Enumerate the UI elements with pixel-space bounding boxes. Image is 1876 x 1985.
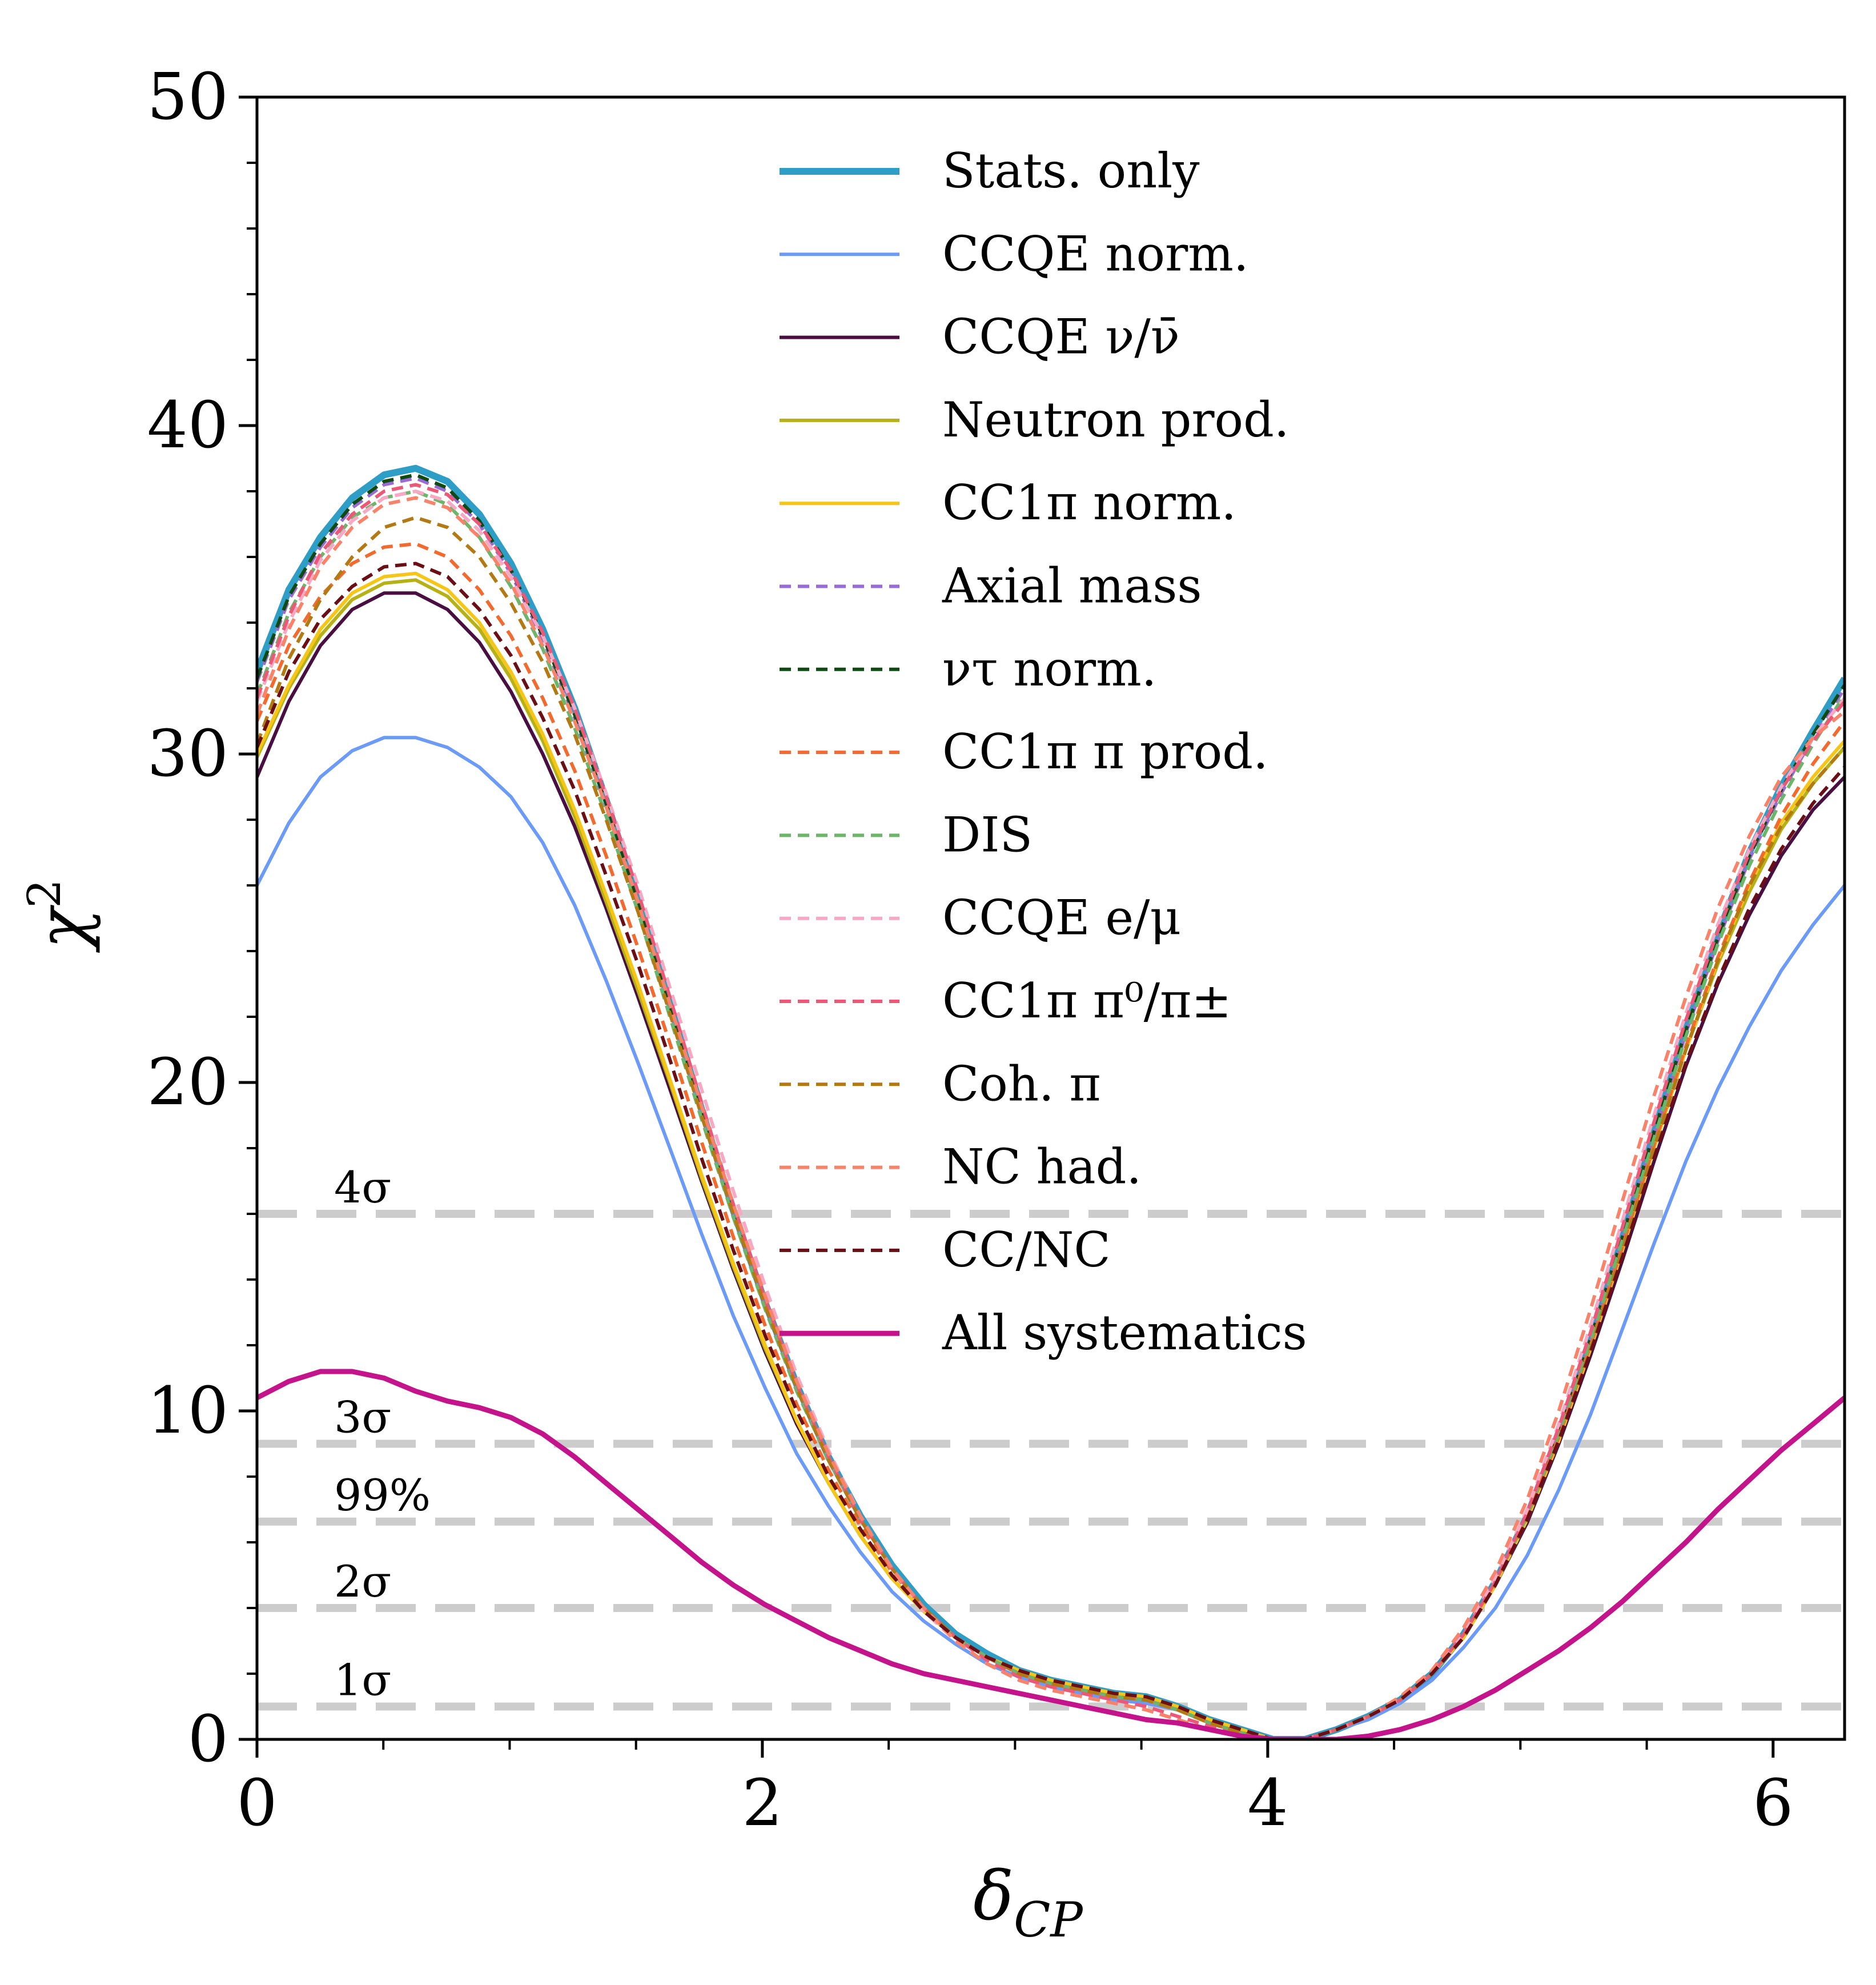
legend-label-0: Stats. only: [942, 143, 1200, 199]
series-line-8: [257, 490, 1845, 1739]
y-axis-title-main: χ: [23, 904, 102, 953]
x-tick-label-3: 6: [1753, 1766, 1793, 1840]
legend-label-4: CC1π norm.: [942, 475, 1236, 531]
legend-label-8: DIS: [942, 807, 1033, 863]
series-line-12: [257, 496, 1845, 1739]
y-tick-label-2: 20: [147, 1045, 228, 1120]
y-tick-label-1: 10: [147, 1374, 228, 1448]
axes: 0 2 4 6 0 10 20 30 40 50: [147, 60, 1846, 1840]
x-axis-title-main: δ: [973, 1856, 1014, 1935]
reference-label-0: 4σ: [334, 1162, 391, 1213]
x-axis-title-sub: CP: [1014, 1892, 1083, 1948]
legend-label-11: Coh. π: [942, 1056, 1101, 1112]
x-tick-label-1: 2: [742, 1766, 782, 1840]
y-tick-label-5: 50: [147, 60, 228, 134]
series-line-9: [257, 490, 1845, 1739]
x-axis-title: δCP: [973, 1856, 1083, 1948]
y-tick-label-3: 30: [147, 717, 228, 791]
legend-label-5: Axial mass: [942, 558, 1202, 614]
y-axis-title: χ2: [18, 879, 102, 953]
x-tick-label-2: 4: [1247, 1766, 1288, 1840]
legend-label-3: Neutron prod.: [942, 392, 1290, 448]
legend-label-2: CCQE ν/ν̄: [942, 309, 1180, 365]
reference-label-1: 3σ: [334, 1392, 391, 1443]
series-line-10: [257, 483, 1845, 1739]
legend-label-13: CC/NC: [942, 1222, 1111, 1278]
series-line-11: [257, 516, 1845, 1739]
legend-label-1: CCQE norm.: [942, 226, 1249, 282]
series-line-13: [257, 562, 1845, 1739]
reference-label-3: 2σ: [334, 1556, 391, 1607]
legend-label-10: CC1π π⁰/π±: [942, 973, 1232, 1029]
y-axis-title-sup: 2: [18, 879, 71, 908]
legend-label-12: NC had.: [942, 1139, 1142, 1195]
series-line-14: [257, 1369, 1845, 1739]
legend-label-14: All systematics: [942, 1305, 1307, 1361]
series-lines: [257, 464, 1845, 1739]
reference-label-2: 99%: [334, 1470, 431, 1521]
legend-label-9: CCQE e/μ: [942, 890, 1181, 946]
reference-label-4: 1σ: [334, 1655, 391, 1706]
legend-label-6: ντ norm.: [942, 641, 1156, 697]
reference-labels: 4σ 3σ 99% 2σ 1σ: [334, 1162, 431, 1706]
y-tick-label-0: 0: [188, 1702, 228, 1777]
legend: Stats. only CCQE norm. CCQE ν/ν̄ Neutron pr…: [780, 143, 1307, 1361]
x-tick-label-0: 0: [236, 1766, 277, 1840]
legend-label-7: CC1π π prod.: [942, 724, 1268, 780]
y-tick-label-4: 40: [147, 388, 228, 463]
plot-frame: [255, 95, 1846, 1741]
